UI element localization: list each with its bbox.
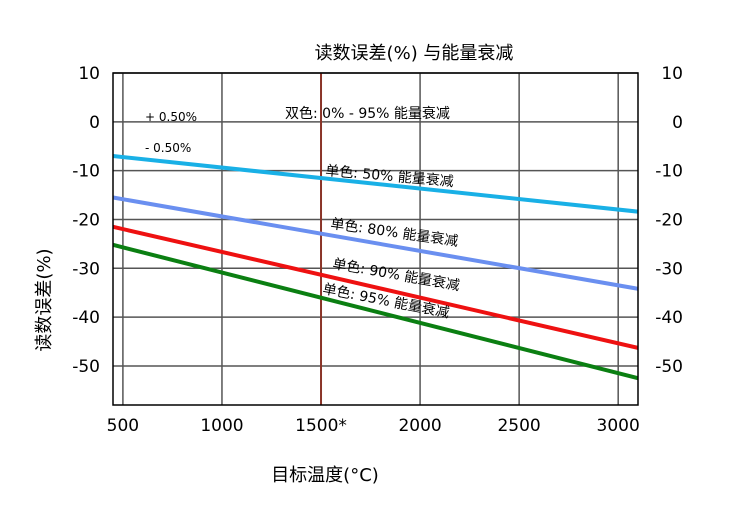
- x-tick-label: 1000: [200, 416, 243, 436]
- series-line-4: [112, 242, 639, 381]
- series-line-1: [112, 154, 639, 214]
- y-tick-label-right: -30: [655, 259, 683, 279]
- y-tick-label-right: -50: [655, 357, 683, 377]
- series-layer: [112, 123, 639, 381]
- y-tick-label-left: 0: [89, 113, 100, 133]
- chart-title: 读数误差(%) 与能量衰减: [315, 43, 514, 64]
- x-tick-label: 3000: [597, 416, 640, 436]
- plot-frame: [112, 72, 639, 406]
- y-tick-label-right: -10: [655, 162, 683, 182]
- x-tick-label: 1500*: [295, 416, 347, 436]
- y-tick-label-right: 10: [661, 64, 683, 84]
- y-axis-label: 读数误差(%): [34, 248, 55, 351]
- x-axis-label: 目标温度(°C): [271, 465, 379, 486]
- annotation-minus-tolerance: - 0.50%: [145, 141, 191, 155]
- y-tick-label-right: -20: [655, 210, 683, 230]
- y-tick-label-right: 0: [672, 113, 683, 133]
- y-tick-label-left: 10: [78, 64, 100, 84]
- x-tick-label: 500: [107, 416, 139, 436]
- series-label-two-color: 双色: 0% - 95% 能量衰减: [285, 105, 450, 122]
- y-tick-label-right: -40: [655, 308, 683, 328]
- series-line-3: [112, 224, 639, 350]
- y-tick-label-left: -50: [72, 357, 100, 377]
- series-line-2: [112, 195, 639, 291]
- annotation-plus-tolerance: + 0.50%: [145, 110, 197, 124]
- y-tick-label-left: -30: [72, 259, 100, 279]
- x-tick-label: 2000: [398, 416, 441, 436]
- y-tick-label-left: -40: [72, 308, 100, 328]
- y-tick-label-left: -10: [72, 162, 100, 182]
- y-tick-label-left: -20: [72, 210, 100, 230]
- x-tick-label: 2500: [497, 416, 540, 436]
